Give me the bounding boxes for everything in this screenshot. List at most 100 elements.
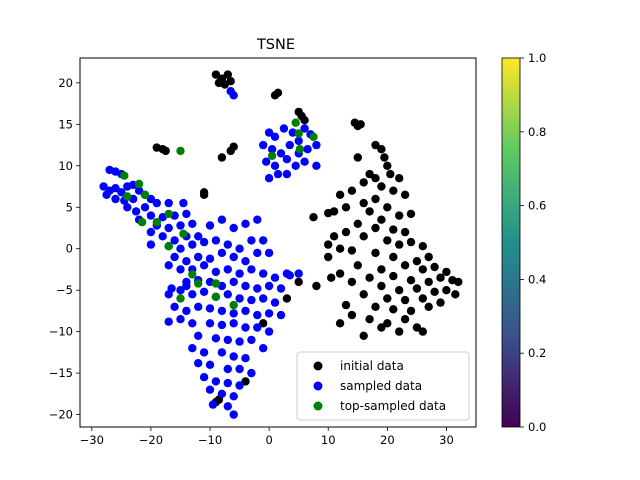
data-point: [140, 203, 150, 212]
data-point: [199, 348, 209, 357]
data-point: [235, 381, 244, 390]
data-point: [123, 203, 132, 212]
data-point: [353, 219, 362, 228]
series-top-sampled-data: [120, 118, 318, 310]
data-point: [217, 153, 227, 162]
data-point: [365, 169, 374, 179]
legend-label-top-sampled-data: top-sampled data: [340, 399, 446, 413]
colorbar-ticks: 0.0 0.2 0.4 0.6 0.8 1.0: [520, 51, 546, 434]
data-point: [424, 277, 433, 287]
data-point: [241, 377, 250, 386]
data-point: [371, 194, 380, 204]
data-point: [194, 302, 203, 311]
x-tick-label: 20: [380, 433, 395, 447]
data-point: [400, 315, 410, 324]
data-point: [359, 232, 368, 241]
data-point: [412, 257, 422, 266]
data-point: [347, 186, 357, 195]
data-point: [241, 354, 250, 363]
colorbar-tick-label: 1.0: [528, 51, 546, 65]
data-point: [294, 129, 303, 138]
data-point: [182, 257, 191, 266]
data-point: [309, 213, 318, 222]
data-point: [164, 209, 173, 219]
y-tick-label: 20: [58, 76, 73, 90]
legend-marker-initial-data: [313, 361, 323, 371]
plot-area: −30 −20 −10 0 10 20 30 −20 −15 −10 −5 0 5 10 15 20: [49, 57, 477, 447]
data-point: [123, 192, 132, 201]
data-point: [451, 290, 460, 299]
colorbar: 0.0 0.2 0.4 0.6 0.8 1.0: [501, 51, 546, 434]
data-point: [211, 292, 221, 301]
data-point: [146, 227, 156, 237]
data-point: [359, 331, 368, 340]
data-point: [259, 294, 268, 303]
data-point: [406, 237, 416, 247]
data-point: [199, 237, 209, 247]
data-point: [347, 246, 357, 255]
data-point: [259, 140, 268, 150]
data-point: [395, 327, 404, 336]
data-point: [303, 145, 312, 154]
data-point: [205, 319, 215, 328]
data-point: [229, 300, 238, 310]
data-point: [262, 157, 271, 166]
data-point: [454, 277, 463, 287]
data-point: [179, 229, 188, 238]
data-point: [176, 146, 185, 156]
data-point: [164, 223, 173, 233]
data-point: [253, 284, 262, 293]
data-point: [324, 252, 333, 262]
data-point: [211, 236, 221, 245]
data-point: [253, 248, 262, 258]
colorbar-tick-label: 0.8: [528, 125, 546, 139]
data-point: [223, 364, 232, 374]
data-point: [188, 270, 197, 279]
data-point: [176, 244, 185, 253]
data-point: [264, 309, 274, 318]
data-point: [377, 323, 386, 332]
data-point: [205, 221, 215, 230]
data-point: [359, 178, 368, 187]
x-tick-label: −20: [139, 433, 163, 447]
data-point: [217, 389, 227, 398]
data-point: [241, 219, 250, 228]
data-point: [365, 207, 374, 216]
data-point: [371, 174, 380, 183]
data-point: [253, 215, 262, 224]
x-tick-label: 0: [265, 433, 272, 447]
data-point: [335, 190, 345, 199]
data-point: [211, 70, 221, 79]
data-point: [436, 273, 445, 282]
data-point: [327, 273, 336, 282]
data-point: [217, 348, 227, 357]
data-point: [211, 377, 221, 386]
data-point: [134, 179, 144, 189]
data-point: [194, 232, 203, 241]
data-point: [300, 116, 309, 125]
data-point: [365, 315, 374, 324]
legend-entries: initial data sampled data top-sampled data: [313, 359, 446, 413]
data-point: [389, 271, 398, 281]
data-point: [291, 161, 300, 170]
data-point: [176, 265, 185, 274]
colorbar-tick-label: 0.6: [528, 199, 546, 213]
data-point: [253, 323, 262, 332]
data-point: [395, 174, 404, 183]
data-point: [223, 240, 232, 249]
data-point: [267, 145, 277, 154]
data-point: [194, 252, 203, 262]
colorbar-tick-label: 0.4: [528, 272, 546, 286]
data-point: [341, 203, 351, 212]
x-axis-ticks: −30 −20 −10 0 10 20 30: [80, 427, 454, 447]
data-point: [199, 261, 209, 270]
data-point: [205, 254, 215, 263]
data-point: [170, 302, 179, 311]
data-point: [353, 261, 362, 270]
data-point: [176, 286, 185, 295]
data-point: [223, 70, 232, 79]
data-point: [247, 265, 256, 274]
data-point: [259, 344, 268, 353]
data-point: [111, 184, 120, 193]
data-point: [211, 334, 221, 343]
